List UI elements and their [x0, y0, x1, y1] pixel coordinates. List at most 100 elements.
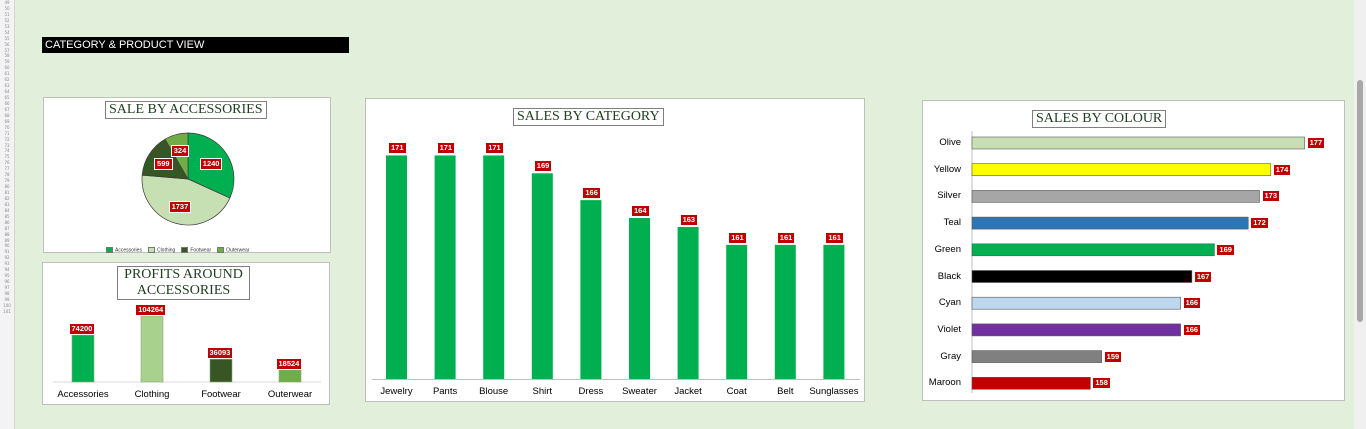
- category-axis-label: Coat: [726, 386, 747, 397]
- profit-data-label: 36093: [206, 347, 234, 360]
- pie-data-label: 599: [154, 157, 173, 170]
- sales-by-category-chart[interactable]: SALES BY CATEGORY 171 Jewelry 171 Pants 171 B…: [365, 98, 865, 402]
- row-number: 60: [4, 65, 10, 71]
- colour-axis-label: Yellow: [933, 163, 961, 175]
- category-axis-label: Jewelry: [380, 386, 413, 397]
- row-number: 79: [4, 178, 10, 184]
- row-number: 88: [4, 231, 10, 237]
- scrollbar-thumb[interactable]: [1357, 80, 1363, 322]
- legend-label: Accessories: [115, 247, 142, 253]
- row-number: 76: [4, 160, 10, 166]
- category-axis-label: Shirt: [532, 386, 553, 397]
- row-number: 50: [4, 5, 10, 11]
- colour-axis-label: Violet: [937, 323, 961, 335]
- colour-data-label: 166: [1182, 297, 1202, 310]
- profit-data-label: 18524: [275, 358, 303, 371]
- row-number: 82: [4, 195, 10, 201]
- row-number: 80: [4, 184, 10, 190]
- row-number: 63: [4, 83, 10, 89]
- colour-bar-teal: [971, 216, 1249, 230]
- category-bar-chart: [372, 155, 860, 380]
- row-number: 69: [4, 118, 10, 124]
- profit-data-label: 104264: [135, 304, 167, 316]
- profit-category-label: Clothing: [134, 389, 170, 400]
- profit-bar-outerwear: [278, 369, 302, 383]
- colour-data-label: 177: [1306, 137, 1326, 149]
- colour-axis-label: Silver: [937, 190, 961, 202]
- pie-chart: [141, 132, 235, 226]
- colour-bar-cyan: [971, 296, 1181, 310]
- chart-title: SALES BY COLOUR: [1032, 110, 1167, 128]
- sales-by-colour-chart[interactable]: SALES BY COLOUR 177 Olive 174 Yellow 173 Silv…: [922, 100, 1345, 401]
- colour-bar-maroon: [971, 376, 1091, 390]
- row-number: 49: [4, 0, 10, 5]
- row-number: 94: [4, 267, 10, 273]
- row-number: 55: [4, 35, 10, 41]
- colour-axis-label: Gray: [940, 350, 961, 362]
- category-bar-blouse: [483, 155, 505, 379]
- row-number: 74: [4, 148, 10, 154]
- row-number: 81: [4, 190, 10, 195]
- legend-label: Clothing: [156, 247, 176, 253]
- row-number: 56: [4, 41, 10, 47]
- category-bar-jacket: [677, 226, 699, 379]
- profit-category-label: Accessories: [57, 389, 109, 400]
- row-number: 75: [4, 154, 10, 160]
- legend-swatch: [217, 246, 225, 253]
- category-axis-label: Sweater: [622, 386, 657, 397]
- row-number: 96: [4, 279, 10, 285]
- row-number: 90: [4, 243, 10, 249]
- sale-by-accessories-chart[interactable]: SALE BY ACCESSORIES Accessories Clothing F…: [43, 97, 331, 253]
- colour-axis-label: Olive: [939, 137, 961, 148]
- category-axis-label: Blouse: [479, 386, 509, 397]
- colour-axis-label: Teal: [943, 217, 961, 229]
- profits-around-accessories-chart[interactable]: PROFITS AROUND ACCESSORIES 74200 Accessor…: [42, 262, 330, 405]
- chart-title: SALES BY CATEGORY: [513, 108, 664, 126]
- profit-data-label: 74200: [68, 323, 96, 336]
- row-number: 72: [4, 136, 10, 142]
- colour-bar-green: [971, 243, 1215, 257]
- category-data-label: 166: [582, 187, 601, 200]
- colour-axis-label: Cyan: [938, 297, 961, 309]
- colour-data-label: 169: [1216, 243, 1235, 256]
- row-number: 91: [4, 249, 10, 255]
- legend-item: Outerwear: [217, 246, 250, 253]
- view-title: CATEGORY & PRODUCT VIEW: [42, 37, 349, 53]
- pie-legend: Accessories Clothing Footwear Outerwear: [106, 238, 256, 256]
- row-number: 99: [4, 296, 10, 302]
- row-number: 52: [4, 17, 10, 23]
- row-number: 58: [4, 53, 10, 59]
- row-number: 89: [4, 237, 10, 243]
- profit-category-label: Outerwear: [267, 389, 313, 400]
- chart-title: PROFITS AROUND ACCESSORIES: [117, 266, 250, 300]
- row-number: 53: [4, 23, 10, 29]
- row-number: 64: [4, 89, 10, 95]
- legend-swatch: [147, 246, 155, 253]
- category-bar-sweater: [629, 218, 650, 379]
- legend-item: Accessories: [106, 246, 142, 253]
- category-data-label: 161: [825, 231, 844, 244]
- row-number: 100: [3, 302, 11, 308]
- vertical-scrollbar[interactable]: [1354, 0, 1366, 429]
- category-axis-label: Pants: [432, 386, 458, 397]
- row-number: 87: [4, 225, 10, 231]
- row-number: 95: [4, 273, 10, 279]
- pie-data-label: 324: [170, 145, 190, 158]
- chart-title: SALE BY ACCESSORIES: [105, 101, 267, 119]
- row-number: 61: [4, 71, 10, 77]
- category-axis-label: Belt: [777, 386, 794, 397]
- row-number: 97: [4, 285, 10, 290]
- category-data-label: 171: [485, 142, 504, 155]
- row-number: 83: [4, 201, 10, 207]
- row-number: 67: [4, 106, 10, 112]
- category-bar-dress: [580, 200, 602, 379]
- colour-data-label: 166: [1182, 323, 1202, 336]
- category-data-label: 169: [533, 160, 553, 173]
- row-number: 77: [4, 166, 10, 172]
- row-number: 84: [4, 207, 10, 213]
- category-bar-pants: [434, 155, 456, 379]
- legend-label: Outerwear: [226, 247, 250, 253]
- colour-bar-olive: [971, 136, 1305, 150]
- colour-axis-label: Black: [937, 270, 961, 282]
- colour-bar-chart: [971, 131, 1305, 393]
